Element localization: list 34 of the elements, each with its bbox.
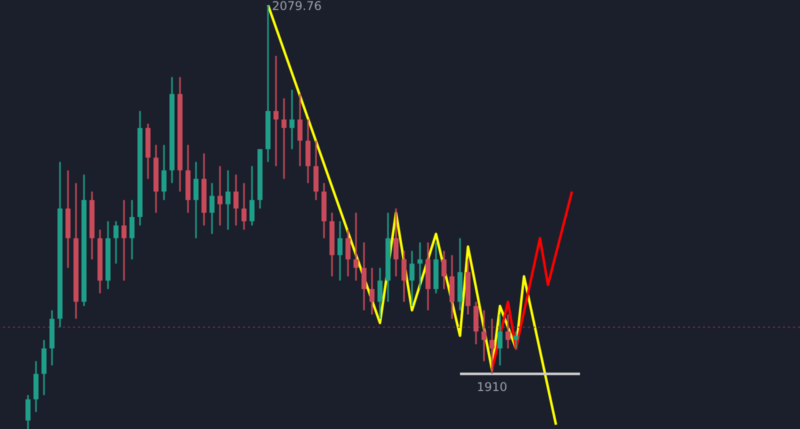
candlestick xyxy=(282,98,286,180)
candlestick xyxy=(226,170,230,230)
candlestick xyxy=(194,161,198,239)
candlestick xyxy=(418,242,422,290)
candlestick xyxy=(218,165,222,226)
candlestick xyxy=(130,199,134,260)
candlestick xyxy=(514,330,518,350)
candlestick xyxy=(242,182,246,230)
candlestick xyxy=(298,93,302,167)
annotation: 1910 xyxy=(476,380,508,394)
candlestick xyxy=(338,220,342,282)
candlestick xyxy=(274,55,278,167)
candlestick xyxy=(370,267,374,316)
candlestick xyxy=(250,165,254,226)
candlestick xyxy=(362,242,366,312)
candlestick xyxy=(26,394,30,429)
candlestick xyxy=(114,220,118,264)
candlestick xyxy=(162,144,166,201)
candlestick xyxy=(210,182,214,235)
candlestick xyxy=(394,208,398,278)
annotation: 2079.76 xyxy=(272,0,322,13)
candlestick xyxy=(378,267,382,320)
candlestick xyxy=(122,199,126,282)
candlestick xyxy=(410,250,414,307)
candlestick xyxy=(442,250,446,290)
candlestick xyxy=(290,89,294,150)
candlestick xyxy=(402,250,406,303)
candlestick xyxy=(498,314,502,366)
candlestick xyxy=(490,318,494,375)
candlestick xyxy=(506,314,510,350)
candlestick xyxy=(354,212,358,282)
candlestick xyxy=(234,174,238,226)
candlestick xyxy=(482,310,486,362)
candlestick xyxy=(346,228,350,278)
